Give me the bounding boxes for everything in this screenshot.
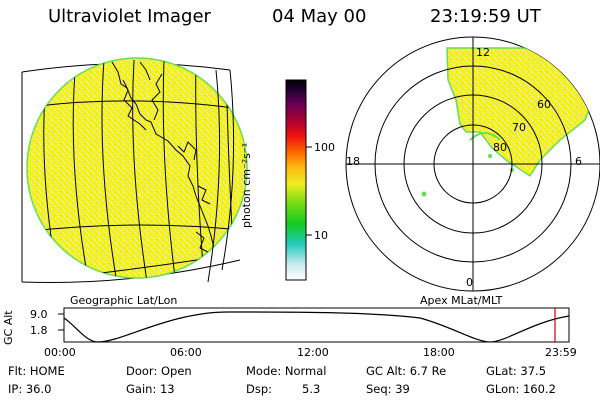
mlt-label-6: 6: [575, 155, 582, 168]
mlat-label-80: 80: [493, 141, 507, 154]
mlat-label-60: 60: [537, 98, 551, 111]
timeline-xtick-2359: 23:59: [545, 346, 577, 359]
colorbar-unit-label: photon cm⁻²s⁻¹: [240, 142, 253, 228]
status-dsp-value: 5.3: [302, 382, 321, 396]
status-mode: Mode: Normal: [246, 364, 327, 378]
status-gc-alt: GC Alt: 6.7 Re: [366, 364, 447, 378]
uv-image-disk: [26, 57, 248, 279]
colorbar-tick-10: 10: [314, 229, 328, 242]
status-flt: Flt: HOME: [8, 364, 65, 378]
timeline-xtick-1800: 18:00: [423, 346, 455, 359]
status-ip: IP: 36.0: [8, 382, 52, 396]
altitude-timeline: [58, 307, 570, 343]
right-panel-caption: Apex MLat/MLT: [420, 294, 503, 307]
timeline-xtick-1200: 12:00: [297, 346, 329, 359]
mlt-label-0: 0: [466, 276, 473, 289]
status-glat: GLat: 37.5: [486, 364, 547, 378]
left-panel-caption: Geographic Lat/Lon: [70, 294, 178, 307]
timeline-ytick-low: 1.8: [30, 324, 48, 337]
polar-plot: [345, 36, 600, 292]
timeline-ytick-high: 9.0: [30, 308, 48, 321]
status-door: Door: Open: [126, 364, 192, 378]
status-dsp-label: Dsp:: [246, 382, 273, 396]
mlat-label-70: 70: [512, 121, 526, 134]
time-label: 23:19:59 UT: [430, 6, 541, 27]
status-seq: Seq: 39: [366, 382, 410, 396]
colorbar: [285, 79, 312, 281]
timeline-xtick-0600: 06:00: [170, 346, 202, 359]
altitude-curve: [63, 311, 570, 343]
instrument-title: Ultraviolet Imager: [48, 6, 211, 27]
mlt-label-18: 18: [346, 155, 360, 168]
date-label: 04 May 00: [272, 6, 367, 27]
timeline-y-label: GC Alt: [2, 310, 15, 345]
status-gain: Gain: 13: [126, 382, 175, 396]
geographic-globe: [21, 57, 248, 284]
mlt-label-12: 12: [476, 46, 490, 59]
colorbar-tick-100: 100: [314, 141, 335, 154]
status-glon: GLon: 160.2: [486, 382, 556, 396]
timeline-xtick-0000: 00:00: [44, 346, 76, 359]
